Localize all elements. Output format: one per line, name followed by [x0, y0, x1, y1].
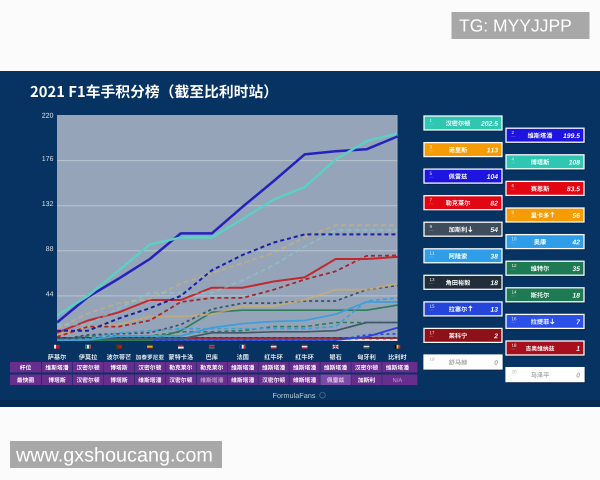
svg-text:www.gxshoucang.com: www.gxshoucang.com	[15, 445, 213, 467]
svg-text:TG: MYYJJPP: TG: MYYJJPP	[459, 16, 572, 36]
